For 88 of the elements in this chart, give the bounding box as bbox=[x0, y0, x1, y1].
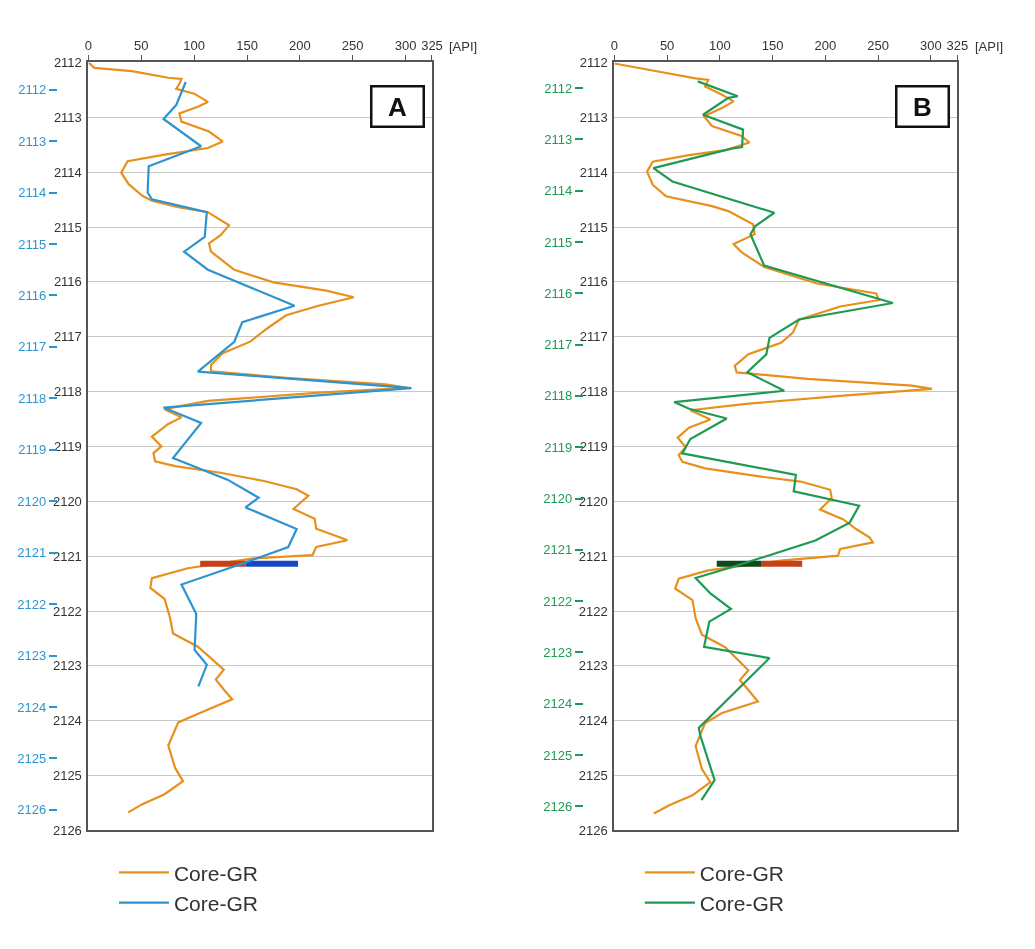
x-tick-label: 300 bbox=[920, 38, 942, 54]
y2-tick-label: 2112 bbox=[544, 80, 573, 96]
x-tick-label: 100 bbox=[709, 38, 731, 54]
y2-tick-label: 2120 bbox=[543, 491, 573, 507]
y2-tick-label: 2115 bbox=[544, 234, 573, 250]
x-tick-label: 100 bbox=[183, 38, 206, 54]
y2-tick-label: 2124 bbox=[543, 696, 573, 712]
annotation: B bbox=[913, 91, 932, 122]
y2-tick-label: 2113 bbox=[544, 131, 573, 147]
line-series bbox=[88, 62, 409, 814]
y-tick-label: 2124 bbox=[52, 713, 82, 729]
y2-tick-label: 2121 bbox=[543, 542, 573, 558]
x-tick-label: 0 bbox=[84, 38, 93, 54]
y2-tick-label: 2123 bbox=[17, 648, 47, 664]
legend-label: Core-GR bbox=[173, 891, 258, 915]
y-tick-label: 2117 bbox=[579, 329, 608, 345]
y2-tick-label: 2117 bbox=[544, 337, 573, 353]
y-tick-label: 2123 bbox=[52, 658, 82, 674]
x-tick-label: 250 bbox=[341, 38, 364, 54]
x-tick-label: 50 bbox=[659, 38, 675, 54]
line-series bbox=[614, 62, 934, 815]
y2-tick-label: 2123 bbox=[543, 644, 573, 660]
y-tick-label: 2126 bbox=[52, 823, 82, 839]
y2-tick-label: 2119 bbox=[544, 439, 573, 455]
y-tick-label: 2116 bbox=[53, 274, 82, 290]
y2-tick-label: 2116 bbox=[544, 285, 573, 301]
y2-tick-label: 2114 bbox=[544, 183, 573, 199]
y-tick-label: 2112 bbox=[53, 54, 82, 70]
y2-tick-label: 2114 bbox=[18, 185, 47, 201]
x-tick-label: 200 bbox=[814, 38, 837, 54]
y-tick-label: 2121 bbox=[52, 548, 82, 564]
y2-tick-label: 2125 bbox=[543, 747, 573, 763]
y-tick-label: 2115 bbox=[53, 219, 82, 235]
y-tick-label: 2121 bbox=[578, 548, 608, 564]
y2-tick-label: 2118 bbox=[18, 390, 47, 406]
y2-tick-label: 2116 bbox=[18, 288, 47, 303]
line-series bbox=[146, 80, 413, 688]
x-tick-label: 50 bbox=[134, 38, 149, 54]
x-axis-title: [API] bbox=[449, 39, 478, 54]
y-tick-label: 2125 bbox=[578, 768, 608, 784]
y-tick-label: 2118 bbox=[53, 384, 82, 400]
y2-tick-label: 2126 bbox=[543, 798, 573, 814]
y-tick-label: 2112 bbox=[579, 54, 608, 70]
y-tick-label: 2118 bbox=[579, 384, 608, 400]
legend-label: Core-GR bbox=[173, 861, 258, 885]
x-axis-title: [API] bbox=[975, 39, 1004, 54]
y2-tick-label: 2118 bbox=[544, 388, 573, 404]
y-tick-label: 2120 bbox=[578, 493, 608, 509]
y-tick-label: 2114 bbox=[53, 164, 82, 180]
y-tick-label: 2117 bbox=[53, 329, 82, 345]
x-tick-label: 300 bbox=[394, 38, 417, 54]
x-tick-label: 200 bbox=[289, 38, 311, 54]
y2-tick-label: 2112 bbox=[18, 82, 47, 98]
y-tick-label: 2116 bbox=[579, 274, 608, 290]
y2-tick-label: 2113 bbox=[18, 133, 47, 149]
y2-tick-label: 2122 bbox=[17, 596, 47, 612]
y-tick-label: 2115 bbox=[579, 219, 608, 235]
x-tick-label: 0 bbox=[610, 38, 618, 54]
y2-tick-label: 2125 bbox=[17, 751, 47, 766]
annotation: A bbox=[388, 91, 407, 122]
y-tick-label: 2113 bbox=[53, 109, 82, 125]
y-tick-label: 2114 bbox=[579, 164, 608, 180]
y2-tick-label: 2119 bbox=[18, 442, 47, 458]
y-tick-label: 2119 bbox=[53, 438, 82, 454]
line-series bbox=[652, 80, 895, 802]
y2-tick-label: 2120 bbox=[17, 493, 47, 509]
y-tick-label: 2123 bbox=[578, 658, 608, 674]
x-tick-label: 150 bbox=[236, 38, 258, 54]
y2-tick-label: 2124 bbox=[17, 699, 47, 715]
y2-tick-label: 2126 bbox=[17, 802, 47, 818]
y-tick-label: 2125 bbox=[52, 768, 82, 784]
x-tick-label: 150 bbox=[761, 38, 784, 54]
y-tick-label: 2126 bbox=[578, 823, 608, 839]
y-tick-label: 2120 bbox=[52, 493, 82, 509]
x-tick-label: 325 bbox=[421, 38, 443, 54]
x-tick-label: 250 bbox=[867, 38, 890, 54]
y-tick-label: 2122 bbox=[578, 603, 608, 619]
x-tick-label: 325 bbox=[946, 38, 969, 54]
y-tick-label: 2124 bbox=[578, 713, 608, 729]
legend-label: Core-GR bbox=[699, 861, 784, 885]
legend-label: Core-GR bbox=[699, 891, 784, 915]
y2-tick-label: 2115 bbox=[18, 236, 47, 252]
y2-tick-label: 2117 bbox=[18, 339, 47, 355]
y-tick-label: 2113 bbox=[579, 109, 608, 125]
y-tick-label: 2119 bbox=[579, 438, 608, 454]
y2-tick-label: 2122 bbox=[543, 593, 573, 609]
y-tick-label: 2122 bbox=[52, 603, 82, 619]
y2-tick-label: 2121 bbox=[17, 545, 47, 561]
